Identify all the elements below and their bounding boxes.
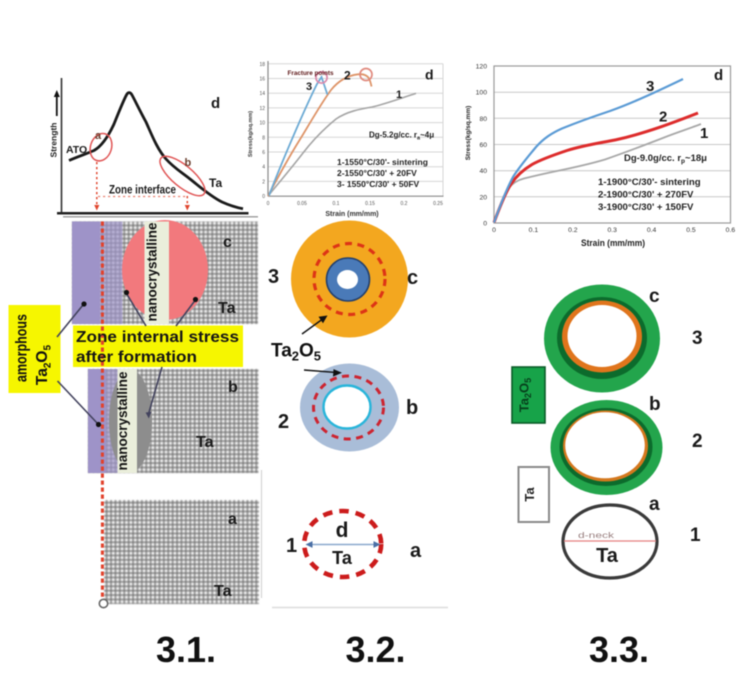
svg-text:Dg-5.2g/cc. ra~4μ: Dg-5.2g/cc. ra~4μ xyxy=(369,131,434,142)
svg-text:0.05: 0.05 xyxy=(297,201,307,207)
svg-text:a: a xyxy=(228,511,237,528)
svg-text:d-neck: d-neck xyxy=(578,530,615,540)
svg-text:a: a xyxy=(649,494,660,515)
svg-text:Ta: Ta xyxy=(596,545,619,567)
svg-text:ATO: ATO xyxy=(66,144,87,156)
svg-text:0.2: 0.2 xyxy=(568,227,578,234)
svg-text:Ta2O5: Ta2O5 xyxy=(517,378,534,412)
svg-text:18: 18 xyxy=(259,62,265,68)
svg-text:b: b xyxy=(649,394,661,415)
svg-text:amorphous: amorphous xyxy=(14,314,31,382)
svg-text:2: 2 xyxy=(659,109,667,126)
svg-text:0.1: 0.1 xyxy=(529,227,539,234)
svg-text:0.15: 0.15 xyxy=(365,201,375,207)
svg-text:100: 100 xyxy=(476,90,488,97)
svg-text:120: 120 xyxy=(476,64,488,71)
svg-text:3- 1550°C/30' + 50FV: 3- 1550°C/30' + 50FV xyxy=(337,179,420,189)
svg-text:0.6: 0.6 xyxy=(726,227,736,234)
svg-text:3: 3 xyxy=(692,328,703,349)
svg-text:Ta: Ta xyxy=(218,300,236,317)
svg-text:d: d xyxy=(425,67,434,83)
svg-text:1: 1 xyxy=(286,535,297,557)
svg-text:3: 3 xyxy=(268,266,279,288)
svg-text:2-1900°C/30' + 270FV: 2-1900°C/30' + 270FV xyxy=(598,190,694,201)
svg-text:2-1550°C/30' + 20FV: 2-1550°C/30' + 20FV xyxy=(337,168,417,178)
svg-text:0.1: 0.1 xyxy=(333,201,340,207)
svg-text:Ta: Ta xyxy=(214,583,232,600)
svg-text:Stress(kg/sq.mm): Stress(kg/sq.mm) xyxy=(248,111,254,157)
svg-text:2: 2 xyxy=(344,69,351,83)
svg-text:a: a xyxy=(95,130,102,142)
svg-text:40: 40 xyxy=(479,168,487,175)
svg-text:60: 60 xyxy=(479,142,487,149)
svg-text:10: 10 xyxy=(259,121,265,127)
svg-text:6: 6 xyxy=(262,150,265,156)
svg-text:2: 2 xyxy=(692,431,703,452)
svg-text:8: 8 xyxy=(262,135,265,141)
svg-text:0.2: 0.2 xyxy=(401,201,408,207)
svg-text:Fracture points: Fracture points xyxy=(288,70,334,77)
svg-text:3: 3 xyxy=(646,78,654,95)
svg-text:0: 0 xyxy=(262,194,265,200)
svg-text:after formation: after formation xyxy=(76,349,197,366)
svg-text:Ta: Ta xyxy=(522,487,537,502)
svg-text:16: 16 xyxy=(259,77,265,83)
svg-text:b: b xyxy=(228,379,238,396)
svg-text:2: 2 xyxy=(262,179,265,185)
svg-text:3.2.: 3.2. xyxy=(345,629,405,670)
svg-text:Ta: Ta xyxy=(196,434,214,451)
svg-text:1-1900°C/30'- sintering: 1-1900°C/30'- sintering xyxy=(598,177,701,188)
svg-text:Ta2O5: Ta2O5 xyxy=(34,344,54,385)
svg-text:0: 0 xyxy=(492,227,496,234)
svg-text:0.25: 0.25 xyxy=(433,201,443,207)
svg-text:3: 3 xyxy=(306,81,312,93)
svg-text:20: 20 xyxy=(479,194,487,201)
svg-text:nanocrystalline: nanocrystalline xyxy=(115,371,130,471)
svg-text:Ta: Ta xyxy=(209,176,222,190)
svg-text:c: c xyxy=(407,267,418,289)
svg-text:c: c xyxy=(223,234,232,251)
svg-text:3.1.: 3.1. xyxy=(156,629,216,670)
svg-text:1: 1 xyxy=(700,125,708,142)
svg-text:d: d xyxy=(336,519,349,542)
svg-text:4: 4 xyxy=(262,165,265,171)
svg-text:0.4: 0.4 xyxy=(647,227,657,234)
svg-text:3.3.: 3.3. xyxy=(589,629,649,670)
svg-text:0.5: 0.5 xyxy=(686,227,696,234)
svg-text:0: 0 xyxy=(483,221,487,228)
svg-text:Stress(kg/sq.mm): Stress(kg/sq.mm) xyxy=(465,106,472,161)
svg-text:d: d xyxy=(211,95,220,112)
svg-text:2: 2 xyxy=(278,411,289,433)
svg-text:b: b xyxy=(185,157,192,169)
svg-text:1: 1 xyxy=(690,525,701,546)
svg-text:Zone interface: Zone interface xyxy=(109,185,176,197)
svg-text:Dg-9.0g/cc. rp~18μ: Dg-9.0g/cc. rp~18μ xyxy=(624,153,707,165)
svg-text:Zone internal stress: Zone internal stress xyxy=(76,329,239,346)
svg-text:3-1900°C/30' + 150FV: 3-1900°C/30' + 150FV xyxy=(598,202,694,213)
svg-text:Ta2O5: Ta2O5 xyxy=(271,341,321,364)
svg-text:c: c xyxy=(649,286,660,307)
svg-text:1: 1 xyxy=(396,89,402,101)
svg-text:b: b xyxy=(406,397,418,419)
svg-text:d: d xyxy=(714,67,723,84)
svg-text:Strain (mm/mm): Strain (mm/mm) xyxy=(581,238,645,248)
svg-text:Ta: Ta xyxy=(332,548,353,568)
svg-text:12: 12 xyxy=(259,106,265,112)
svg-text:Strength: Strength xyxy=(49,123,59,158)
svg-text:0: 0 xyxy=(267,201,270,207)
svg-text:a: a xyxy=(410,540,422,562)
svg-text:nanocrystalline: nanocrystalline xyxy=(145,222,160,322)
svg-text:0.3: 0.3 xyxy=(607,227,617,234)
svg-text:14: 14 xyxy=(259,91,265,97)
svg-text:1-1550°C/30'- sintering: 1-1550°C/30'- sintering xyxy=(337,157,428,167)
svg-text:80: 80 xyxy=(479,116,487,123)
svg-text:Strain (mm/mm): Strain (mm/mm) xyxy=(325,211,378,218)
